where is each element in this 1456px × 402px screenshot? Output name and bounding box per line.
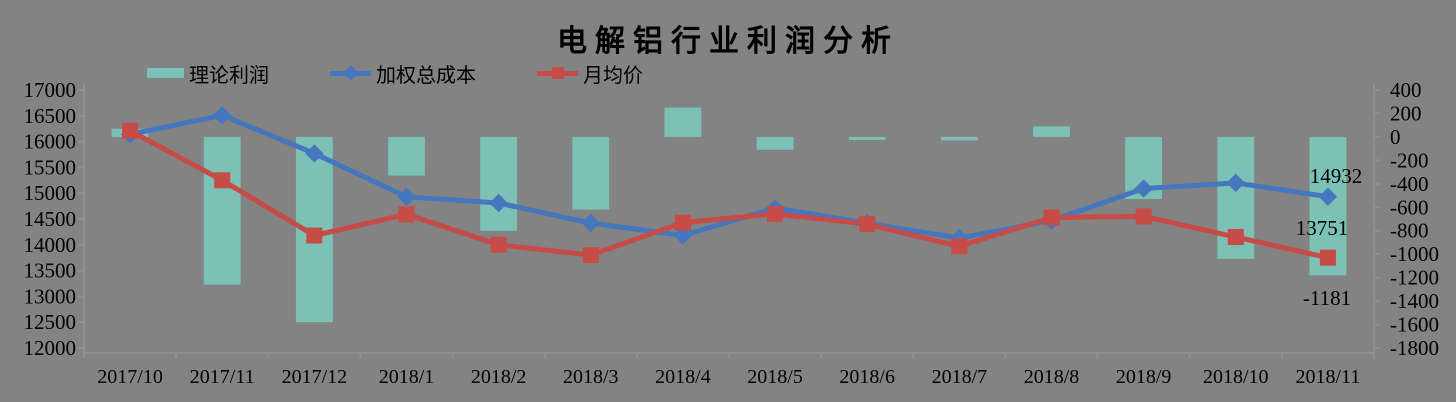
legend-item-cost: 加权总成本 — [330, 62, 476, 87]
legend-item-price: 月均价 — [537, 62, 643, 87]
price-square-marker — [767, 205, 784, 222]
x-axis-label: 2018/1 — [379, 366, 435, 388]
line-square-swatch-icon — [537, 67, 578, 79]
right-axis-label: -1000 — [1390, 242, 1439, 266]
price-square-marker — [1319, 249, 1336, 266]
x-axis-label: 2018/10 — [1203, 366, 1269, 388]
chart-title: 电解铝行业利润分析 — [557, 25, 899, 58]
left-axis-label: 13500 — [24, 259, 77, 283]
left-axis-label: 17000 — [24, 78, 77, 102]
profit-bar — [848, 136, 886, 140]
x-axis-label: 2018/3 — [563, 366, 619, 388]
price-square-marker — [306, 227, 323, 244]
profit-bar — [1033, 126, 1070, 137]
profit-bar — [388, 136, 425, 176]
cost-line — [129, 112, 1329, 241]
left-axis-label: 13000 — [24, 284, 77, 308]
right-axis-label: -600 — [1390, 195, 1429, 219]
right-axis-label: -1400 — [1390, 289, 1439, 313]
profit-bar — [480, 136, 518, 231]
x-axis-label: 2018/2 — [471, 366, 527, 388]
data-label: 14932 — [1310, 164, 1363, 188]
cost-diamond-marker — [1134, 179, 1153, 198]
square-marker-icon — [551, 67, 564, 79]
profit-bar — [940, 136, 978, 141]
right-axis-label: -1600 — [1390, 313, 1439, 337]
x-axis-label: 2018/8 — [1024, 366, 1080, 388]
x-axis-label: 2018/7 — [932, 366, 988, 388]
right-axis-label: -400 — [1390, 172, 1429, 196]
x-axis-label: 2017/10 — [97, 366, 163, 388]
profit-bar — [664, 107, 702, 137]
x-axis-label: 2017/12 — [282, 366, 348, 388]
line-diamond-swatch-icon — [330, 65, 371, 81]
left-axis-label: 14500 — [24, 207, 77, 231]
cost-diamond-marker — [581, 213, 600, 233]
profit-bar — [572, 136, 610, 210]
left-axis-label: 14000 — [24, 233, 77, 257]
right-axis-label: 200 — [1390, 101, 1422, 125]
price-line — [128, 128, 1329, 261]
profit-bar — [756, 136, 794, 150]
left-axis-label: 15500 — [24, 155, 77, 179]
cost-diamond-marker — [673, 226, 693, 245]
left-axis-label: 16500 — [24, 104, 77, 128]
left-axis-label: 12500 — [24, 310, 77, 334]
price-square-marker — [674, 214, 691, 231]
left-axis-label: 15000 — [24, 181, 77, 205]
cost-diamond-marker — [305, 144, 324, 163]
price-square-marker — [398, 206, 415, 223]
right-axis-label: -200 — [1390, 148, 1429, 172]
right-axis-label: 400 — [1390, 78, 1422, 102]
cost-diamond-marker — [1318, 187, 1338, 206]
left-axis-label: 12000 — [24, 336, 77, 360]
x-axis-label: 2018/4 — [655, 366, 711, 388]
data-label: -1181 — [1303, 286, 1351, 310]
price-square-marker — [951, 238, 968, 255]
price-square-marker — [859, 216, 876, 233]
price-square-marker — [1043, 209, 1060, 226]
right-axis-label: -1800 — [1390, 336, 1439, 360]
x-axis-label: 2018/5 — [747, 366, 803, 388]
cost-diamond-marker — [397, 187, 416, 207]
x-axis-label: 2018/6 — [839, 366, 895, 388]
price-square-marker — [490, 236, 507, 253]
legend-label-price: 月均价 — [583, 64, 643, 87]
x-axis-label: 2018/9 — [1116, 366, 1172, 388]
x-axis-label: 2018/11 — [1296, 366, 1361, 388]
right-axis-label: -1200 — [1390, 266, 1439, 290]
cost-diamond-marker — [489, 193, 508, 213]
price-square-marker — [214, 172, 231, 189]
cost-diamond-marker — [1226, 173, 1245, 193]
cost-diamond-marker — [213, 106, 232, 125]
price-square-marker — [1135, 208, 1152, 225]
x-axis-label: 2017/11 — [190, 366, 255, 388]
right-axis-label: -800 — [1390, 219, 1429, 243]
legend-label-profit: 理论利润 — [189, 64, 269, 87]
legend-label-cost: 加权总成本 — [376, 64, 476, 87]
profit-bar — [203, 136, 241, 285]
left-axis-label: 16000 — [24, 130, 77, 154]
data-label: 13751 — [1296, 216, 1349, 240]
price-square-marker — [1227, 229, 1244, 246]
price-square-marker — [582, 247, 599, 264]
right-axis-label: 0 — [1390, 125, 1401, 149]
bar-swatch-icon — [147, 68, 184, 78]
legend-item-profit: 理论利润 — [147, 62, 269, 87]
price-square-marker — [122, 122, 139, 139]
